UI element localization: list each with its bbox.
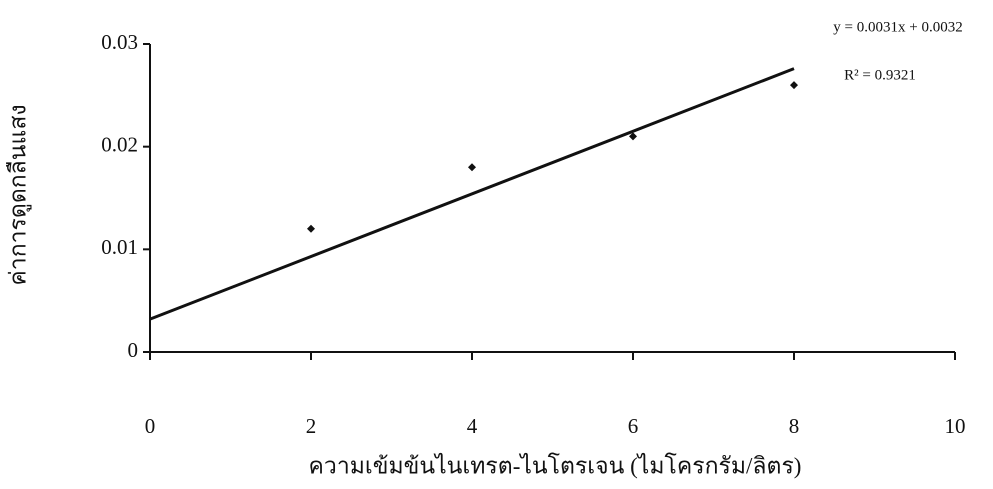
x-tick-label: 8 xyxy=(789,414,800,438)
x-tick-label: 4 xyxy=(467,414,478,438)
x-tick-label: 0 xyxy=(145,414,156,438)
data-point xyxy=(629,132,637,141)
y-axis-title: ค่าการดูดกลืนแสง xyxy=(5,104,31,285)
trendline xyxy=(149,67,795,321)
y-tick-label: 0 xyxy=(128,338,139,362)
x-tick-label: 6 xyxy=(628,414,639,438)
data-point xyxy=(307,224,315,233)
data-point xyxy=(790,81,798,90)
data-point xyxy=(468,163,476,172)
y-tick-label: 0.03 xyxy=(101,30,138,54)
y-tick-label: 0.01 xyxy=(101,235,138,259)
x-tick-label: 2 xyxy=(306,414,317,438)
trend-equation: y = 0.0031x + 0.0032 xyxy=(833,19,962,35)
x-tick-label: 10 xyxy=(945,414,966,438)
x-axis-title: ความเข้มข้นไนเทรต-ไนโตรเจน (ไมโครกรัม/ลิ… xyxy=(309,452,802,478)
y-tick-label: 0.02 xyxy=(101,132,138,156)
r-squared: R² = 0.9321 xyxy=(844,67,916,83)
